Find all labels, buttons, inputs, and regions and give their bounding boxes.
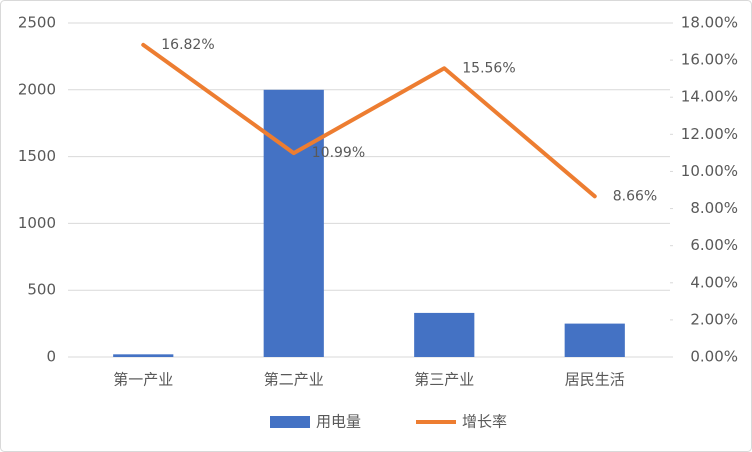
y2-tick-label: 16.00% [681,51,738,69]
y2-tick-label: 0.00% [690,348,738,366]
bar [564,323,625,357]
legend-label: 增长率 [462,413,507,431]
bar [263,89,324,358]
legend-label: 用电量 [316,413,361,431]
y2-tick-label: 14.00% [681,88,738,106]
y2-tick-label: 4.00% [690,273,738,291]
x-tick-label: 第三产业 [414,371,474,389]
y-tick-label: 1000 [18,214,56,232]
y2-tick-label: 8.00% [690,199,738,217]
bar [113,354,174,357]
legend-swatch [270,416,310,428]
y-tick-label: 2000 [18,80,56,98]
y2-tick-label: 6.00% [690,236,738,254]
data-label: 10.99% [312,145,365,161]
y-tick-label: 1500 [18,147,56,165]
bar [414,312,475,357]
x-tick-label: 居民生活 [565,371,625,389]
y-tick-label: 0 [46,348,56,366]
y-tick-label: 500 [27,281,56,299]
x-tick-label: 第一产业 [113,371,173,389]
x-tick-label: 第二产业 [264,371,324,389]
data-label: 16.82% [161,37,214,53]
line [141,42,597,199]
y2-tick-label: 18.00% [681,14,738,32]
data-label: 8.66% [613,188,657,204]
y2-tick-label: 10.00% [681,162,738,180]
y2-tick-label: 12.00% [681,125,738,143]
y-tick-label: 2500 [18,14,56,32]
y2-tick-label: 2.00% [690,310,738,328]
data-label: 15.56% [462,60,515,76]
